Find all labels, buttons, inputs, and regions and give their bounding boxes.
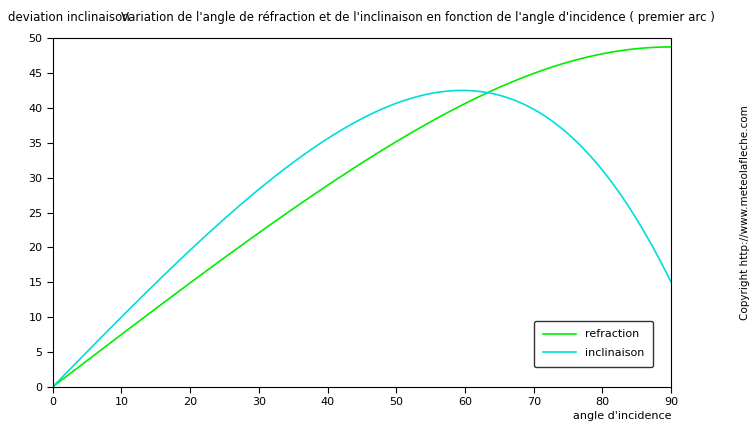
inclinaison	[474, 89, 483, 94]
inclinaison	[48, 384, 57, 389]
Text: Variation de l'angle de réfraction et de l'inclinaison en fonction de l'angle d': Variation de l'angle de réfraction et de…	[121, 11, 715, 24]
Text: Copyright http://www.meteolafleche.com: Copyright http://www.meteolafleche.com	[740, 105, 750, 320]
inclinaison	[458, 88, 467, 93]
inclinaison	[542, 115, 551, 120]
refraction	[48, 384, 57, 389]
refraction	[299, 200, 308, 205]
refraction	[667, 44, 676, 49]
Legend: refraction, inclinaison: refraction, inclinaison	[534, 320, 653, 367]
inclinaison	[531, 108, 540, 113]
inclinaison	[299, 153, 308, 158]
refraction	[112, 336, 121, 341]
refraction	[473, 95, 482, 100]
inclinaison	[320, 138, 329, 143]
Line: inclinaison: inclinaison	[53, 91, 671, 387]
inclinaison	[112, 320, 121, 325]
Text: angle d'incidence: angle d'incidence	[572, 411, 671, 421]
Text: deviation inclinaison: deviation inclinaison	[8, 11, 129, 24]
inclinaison	[667, 279, 676, 284]
refraction	[320, 184, 329, 190]
Line: refraction: refraction	[53, 47, 671, 387]
refraction	[530, 71, 539, 76]
refraction	[541, 66, 550, 71]
